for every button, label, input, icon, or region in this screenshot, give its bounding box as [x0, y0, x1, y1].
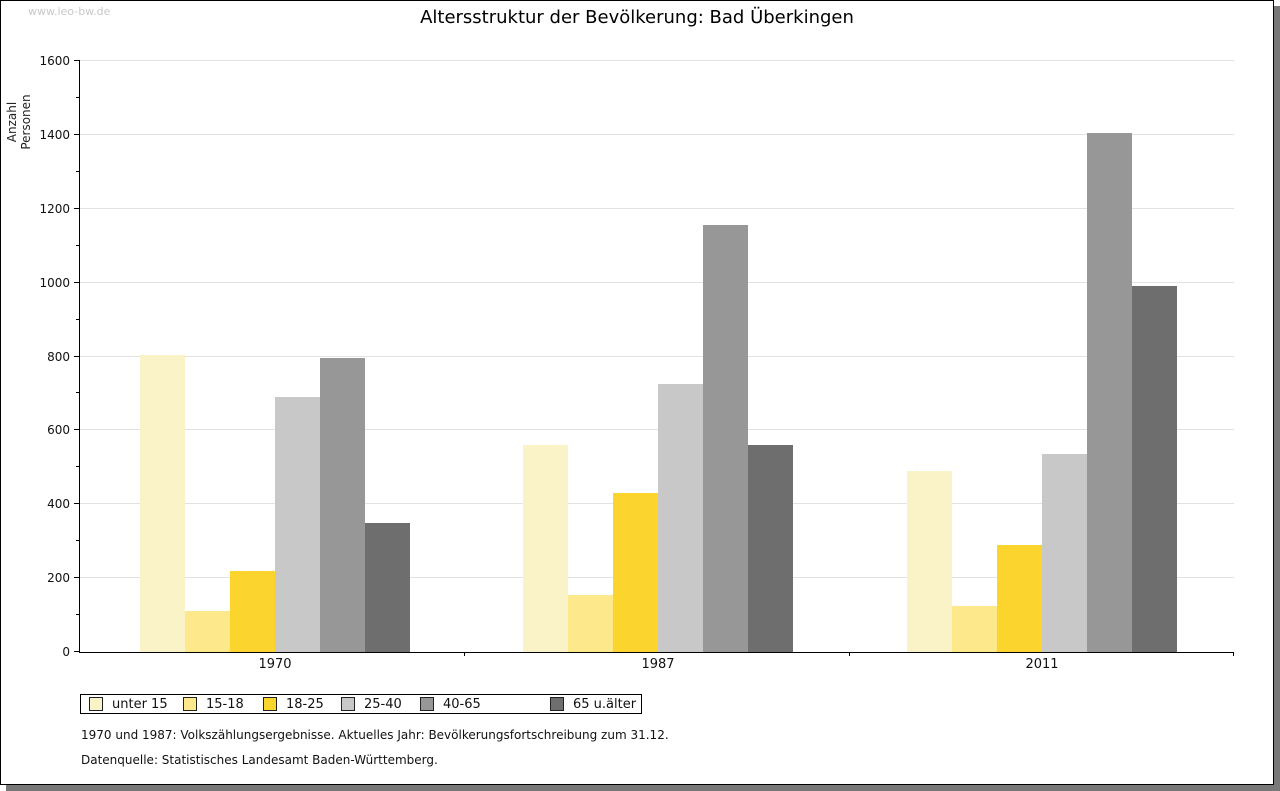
- legend-label: unter 15: [112, 696, 168, 712]
- legend-item: 40-65: [420, 695, 481, 713]
- y-tick-label: 600: [47, 423, 70, 438]
- gridline: [80, 133, 1234, 135]
- x-tick-label: 2011: [1025, 657, 1059, 672]
- gridline: [80, 207, 1234, 209]
- bar-40-65: [320, 358, 365, 652]
- y-tick-label: 1200: [39, 201, 70, 216]
- bar-40-65: [703, 225, 748, 652]
- legend-swatch: [550, 697, 564, 711]
- bar-unter-15: [523, 445, 568, 652]
- y-axis-minor-tick: [76, 170, 80, 172]
- gridline: [80, 355, 1234, 357]
- y-tick-label: 400: [47, 497, 70, 512]
- y-axis-tick: [74, 281, 80, 283]
- legend: unter 15 15-18 18-25 25-40 40-65 65 u.älter: [80, 694, 642, 714]
- y-axis-tick: [74, 60, 80, 61]
- gridline: [80, 60, 1234, 61]
- y-axis-label: Anzahl Personen: [5, 94, 33, 150]
- y-tick-label: 1400: [39, 127, 70, 142]
- bar-65-u.älter: [1132, 286, 1177, 652]
- legend-item: 15-18: [183, 695, 244, 713]
- legend-label: 18-25: [286, 696, 324, 712]
- bar-15-18: [568, 595, 613, 652]
- y-axis-minor-tick: [76, 318, 80, 320]
- bar-15-18: [185, 611, 230, 652]
- bar-15-18: [952, 606, 997, 652]
- legend-label: 40-65: [443, 696, 481, 712]
- y-axis-minor-tick: [76, 614, 80, 616]
- y-axis-minor-tick: [76, 244, 80, 246]
- x-tick-label: 1987: [641, 657, 675, 672]
- y-axis-tick: [74, 651, 80, 652]
- bar-unter-15: [140, 355, 185, 652]
- y-axis-minor-tick: [76, 96, 80, 98]
- legend-label: 65 u.älter: [573, 696, 637, 712]
- x-axis-tick: [464, 652, 465, 656]
- bar-25-40: [1042, 454, 1087, 652]
- footnote-line1: 1970 und 1987: Volkszählungsergebnisse. …: [81, 728, 669, 742]
- legend-label: 15-18: [206, 696, 244, 712]
- bar-65-u.älter: [748, 445, 793, 652]
- y-tick-label: 800: [47, 349, 70, 364]
- bar-25-40: [658, 384, 703, 652]
- y-tick-label: 1000: [39, 275, 70, 290]
- legend-item: unter 15: [89, 695, 168, 713]
- y-axis-minor-tick: [76, 392, 80, 394]
- bar-18-25: [997, 545, 1042, 652]
- bar-65-u.älter: [365, 523, 410, 652]
- legend-swatch: [420, 697, 434, 711]
- footnote-line2: Datenquelle: Statistisches Landesamt Bad…: [81, 753, 438, 767]
- y-axis-tick: [74, 429, 80, 431]
- y-axis-tick: [74, 133, 80, 135]
- legend-item: 65 u.älter: [550, 695, 636, 713]
- gridline: [80, 281, 1234, 283]
- legend-swatch: [341, 697, 355, 711]
- bar-40-65: [1087, 133, 1132, 652]
- y-axis-minor-tick: [76, 540, 80, 542]
- bar-18-25: [230, 571, 275, 652]
- legend-swatch: [263, 697, 277, 711]
- gridline: [80, 429, 1234, 431]
- y-tick-label: 1600: [39, 54, 70, 68]
- y-axis-minor-tick: [76, 466, 80, 468]
- y-axis-tick: [74, 355, 80, 357]
- legend-label: 25-40: [364, 696, 402, 712]
- bar-18-25: [613, 493, 658, 652]
- y-tick-label: 200: [47, 571, 70, 586]
- chart-title: Altersstruktur der Bevölkerung: Bad Über…: [420, 7, 854, 28]
- x-axis-tick: [849, 652, 850, 656]
- bar-25-40: [275, 397, 320, 652]
- y-axis-tick: [74, 503, 80, 505]
- watermark: www.leo-bw.de: [28, 5, 111, 18]
- plot-area: 0 200 400 600 800 1000 1200 1400 1600 1970 1987 201…: [39, 54, 1234, 672]
- y-axis-tick: [74, 577, 80, 579]
- x-axis-tick: [1233, 652, 1234, 656]
- legend-swatch: [183, 697, 197, 711]
- legend-item: 18-25: [263, 695, 324, 713]
- y-tick-label: 0: [62, 645, 70, 659]
- y-axis-tick: [74, 207, 80, 209]
- legend-item: 25-40: [341, 695, 402, 713]
- legend-swatch: [89, 697, 103, 711]
- x-tick-label: 1970: [258, 657, 292, 672]
- bar-unter-15: [907, 471, 952, 652]
